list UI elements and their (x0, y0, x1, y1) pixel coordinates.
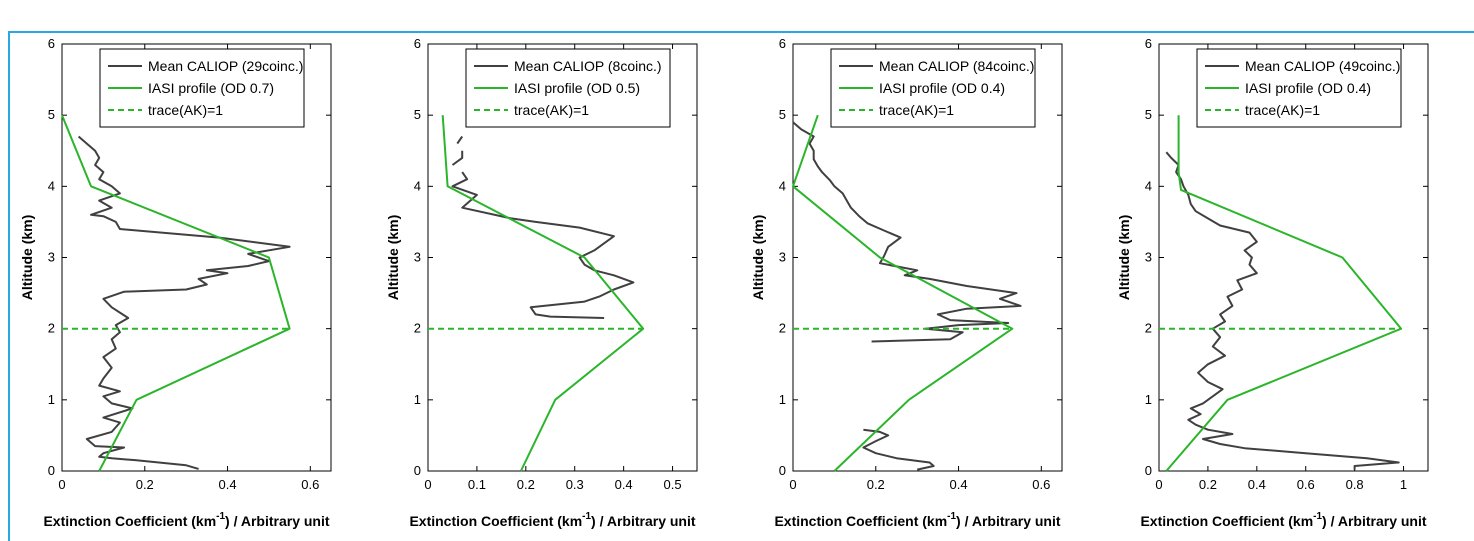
figure-frame (8, 31, 1474, 541)
chart-4: 0 1 2 3 4 5 6 0 0.2 0.4 0.6 0.8 1 Mean CALIOP (49coin… (1116, 36, 1429, 529)
legend-label: IASI profile (OD 0.4) (879, 80, 1005, 96)
legend-label: IASI profile (OD 0.7) (148, 80, 274, 96)
x-tick-label: 0.2 (1199, 477, 1217, 492)
y-tick-label: 5 (48, 107, 55, 122)
x-tick-label: 0 (789, 477, 796, 492)
legend-label: Mean CALIOP (84coinc.) (879, 58, 1034, 74)
iasi-profile-line (61, 114, 291, 472)
y-tick-label: 0 (779, 463, 786, 478)
x-tick-label: 0.4 (1248, 477, 1266, 492)
x-tick-label: 0.6 (1297, 477, 1315, 492)
legend-label: trace(AK)=1 (1245, 102, 1320, 118)
y-tick-label: 6 (48, 36, 55, 51)
y-tick-label: 2 (1145, 321, 1152, 336)
y-tick-label: 0 (1145, 463, 1152, 478)
y-tick-label: 2 (48, 321, 55, 336)
y-tick-label: 6 (414, 36, 421, 51)
chart-2: 0 1 2 3 4 5 6 0 0.1 0.2 0.3 0.4 0.5 Mean CALIOP (8coi… (385, 36, 698, 529)
x-tick-label: 0 (424, 477, 431, 492)
caliop-line (862, 428, 935, 471)
y-tick-label: 6 (779, 36, 786, 51)
y-tick-label: 3 (48, 250, 55, 265)
legend-label: IASI profile (OD 0.5) (514, 80, 640, 96)
caliop-line (792, 121, 1022, 343)
x-axis-label: Extinction Coefficient (km-1) / Arbitrar… (43, 511, 329, 529)
x-axis-label: Extinction Coefficient (km-1) / Arbitrar… (1140, 511, 1426, 529)
y-tick-label: 4 (48, 178, 55, 193)
x-tick-label: 0 (58, 477, 65, 492)
y-tick-label: 1 (779, 392, 786, 407)
x-tick-label: 1 (1400, 477, 1407, 492)
legend-label: trace(AK)=1 (148, 102, 223, 118)
x-tick-label: 0.2 (517, 477, 535, 492)
y-tick-label: 3 (414, 250, 421, 265)
legend-label: IASI profile (OD 0.4) (1245, 80, 1371, 96)
y-tick-label: 4 (1145, 178, 1152, 193)
x-tick-label: 0.4 (949, 477, 967, 492)
y-tick-label: 4 (779, 178, 786, 193)
y-tick-label: 1 (48, 392, 55, 407)
y-tick-label: 0 (414, 463, 421, 478)
y-tick-label: 6 (1145, 36, 1152, 51)
x-axis-label: Extinction Coefficient (km-1) / Arbitrar… (409, 511, 695, 529)
y-tick-label: 5 (1145, 107, 1152, 122)
x-tick-label: 0.6 (1032, 477, 1050, 492)
legend-label: Mean CALIOP (8coinc.) (514, 58, 662, 74)
y-tick-label: 2 (414, 321, 421, 336)
y-axis-label: Altitude (km) (1116, 215, 1132, 301)
x-tick-label: 0.4 (615, 477, 633, 492)
y-tick-label: 5 (779, 107, 786, 122)
legend-label: Mean CALIOP (29coinc.) (148, 58, 303, 74)
y-axis-label: Altitude (km) (19, 215, 35, 301)
x-tick-label: 0.2 (136, 477, 154, 492)
caliop-line (1165, 151, 1400, 470)
y-axis-label: Altitude (km) (750, 215, 766, 301)
caliop-line (451, 171, 635, 319)
x-tick-label: 0.5 (664, 477, 682, 492)
caliop-line (451, 150, 464, 166)
iasi-profile-line (441, 115, 645, 472)
chart-3: 0 1 2 3 4 5 6 0 0.2 0.4 0.6 Mean CALIOP (84coinc.) I… (750, 36, 1063, 529)
caliop-line (456, 135, 464, 145)
x-tick-label: 0.8 (1346, 477, 1364, 492)
x-axis-label: Extinction Coefficient (km-1) / Arbitrar… (774, 511, 1060, 529)
x-tick-label: 0.2 (867, 477, 885, 492)
x-tick-label: 0.4 (218, 477, 236, 492)
legend-label: Mean CALIOP (49coinc.) (1245, 58, 1400, 74)
y-tick-label: 4 (414, 178, 421, 193)
chart-1: 0 1 2 3 4 5 6 0 0.2 0.4 0.6 Mean CALIOP (29coinc.) I… (19, 36, 332, 529)
y-tick-label: 1 (1145, 392, 1152, 407)
y-tick-label: 2 (779, 321, 786, 336)
legend-label: trace(AK)=1 (879, 102, 954, 118)
y-tick-label: 3 (779, 250, 786, 265)
legend-label: trace(AK)=1 (514, 102, 589, 118)
y-tick-label: 5 (414, 107, 421, 122)
x-tick-label: 0.3 (566, 477, 584, 492)
caliop-line (77, 135, 291, 470)
x-tick-label: 0.1 (468, 477, 486, 492)
y-axis-label: Altitude (km) (385, 215, 401, 301)
iasi-profile-line (792, 114, 1014, 472)
y-tick-label: 3 (1145, 250, 1152, 265)
x-tick-label: 0 (1155, 477, 1162, 492)
iasi-profile-line (1165, 115, 1403, 472)
y-tick-label: 1 (414, 392, 421, 407)
y-tick-label: 0 (48, 463, 55, 478)
x-tick-label: 0.6 (301, 477, 319, 492)
